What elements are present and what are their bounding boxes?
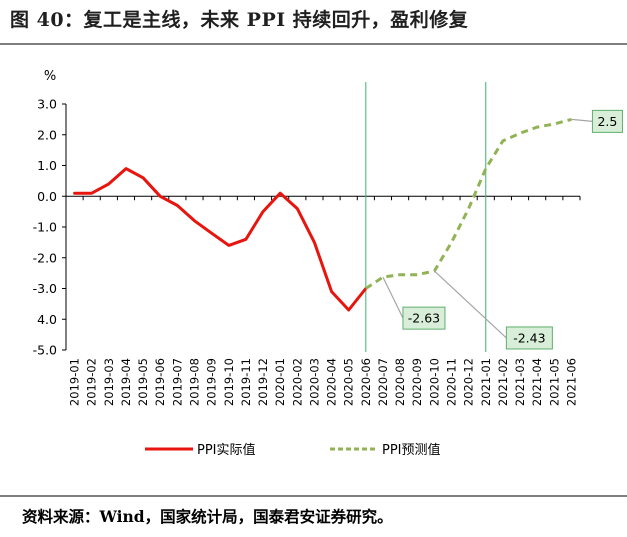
- source-note: 资料来源：Wind，国家统计局，国泰君安证券研究。: [22, 507, 393, 526]
- x-tick-label: 2021-03: [513, 358, 527, 406]
- x-tick-label: 2020-12: [462, 358, 476, 406]
- x-tick-label: 2019-03: [102, 358, 116, 406]
- callout-label: 2.5: [597, 114, 617, 129]
- x-tick-label: 2019-10: [222, 358, 236, 406]
- x-tick-label: 2020-08: [393, 358, 407, 406]
- x-tick-label: 2019-09: [205, 358, 219, 406]
- x-tick-label: 2021-02: [496, 358, 510, 406]
- title-rule: [0, 43, 627, 45]
- x-tick-label: 2019-07: [170, 358, 184, 406]
- x-tick-label: 2020-02: [290, 358, 304, 406]
- callout-box: [591, 109, 623, 133]
- x-tick-label: 2021-05: [547, 358, 561, 406]
- callout-label: -2.63: [408, 311, 440, 326]
- x-tick-label: 2020-09: [410, 358, 424, 406]
- x-tick-label: 2020-03: [307, 358, 321, 406]
- legend-label: PPI预测值: [382, 442, 441, 458]
- ppi-actual-line: [73, 167, 368, 312]
- source-rule: [0, 495, 627, 497]
- figure-title: 图 40：复工是主线，未来 PPI 持续回升，盈利修复: [10, 9, 469, 31]
- callout-leader: [571, 118, 593, 122]
- x-tick-label: 2020-06: [359, 358, 373, 406]
- callout-box: [402, 306, 446, 330]
- y-tick-label: 3.0: [37, 97, 57, 112]
- x-tick-label: 2021-06: [564, 358, 578, 406]
- x-tick-label: 2020-01: [273, 358, 287, 406]
- callout-leader: [433, 270, 507, 339]
- callout-leader: [382, 276, 404, 319]
- x-tick-label: 2021-04: [530, 358, 544, 406]
- x-tick-label: 2021-01: [479, 358, 493, 406]
- x-tick-label: 2019-05: [136, 358, 150, 406]
- x-tick-label: 2019-06: [153, 358, 167, 406]
- x-tick-label: 2020-11: [445, 358, 459, 406]
- x-tick-label: 2019-12: [256, 358, 270, 406]
- y-tick-label: -1.0: [33, 220, 57, 235]
- callout-box: [505, 326, 553, 350]
- x-tick-label: 2019-11: [239, 358, 253, 406]
- x-tick-label: 2019-02: [85, 358, 99, 406]
- y-axis-unit: %: [44, 69, 56, 84]
- y-tick-label: 0.0: [37, 189, 57, 204]
- y-tick-label: 1.0: [37, 158, 57, 173]
- legend-label: PPI实际值: [197, 442, 256, 458]
- x-tick-label: 2020-10: [427, 358, 441, 406]
- y-tick-label: 4.0: [37, 312, 57, 327]
- x-tick-label: 2019-08: [188, 358, 202, 406]
- y-tick-label: 2.0: [37, 127, 57, 142]
- y-tick-label: -5.0: [33, 343, 57, 358]
- y-tick-label: -3.0: [33, 281, 57, 296]
- x-tick-label: 2020-05: [342, 358, 356, 406]
- x-tick-label: 2020-04: [325, 358, 339, 406]
- x-tick-label: 2019-04: [119, 358, 133, 406]
- x-tick-label: 2020-07: [376, 358, 390, 406]
- ppi-forecast-line: [364, 117, 572, 290]
- x-tick-label: 2019-01: [68, 358, 82, 406]
- y-tick-label: -2.0: [33, 250, 57, 265]
- callout-label: -2.43: [513, 330, 545, 345]
